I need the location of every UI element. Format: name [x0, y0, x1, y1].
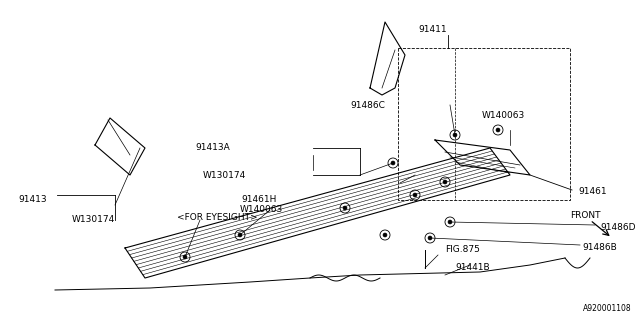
Circle shape — [391, 161, 395, 165]
Circle shape — [343, 206, 347, 210]
Text: 91486C: 91486C — [350, 100, 385, 109]
Text: W140063: W140063 — [240, 205, 284, 214]
Text: 91461H: 91461H — [242, 196, 277, 204]
Text: 91413: 91413 — [18, 196, 47, 204]
Text: FIG.875: FIG.875 — [445, 245, 480, 254]
Text: 91413A: 91413A — [195, 143, 230, 153]
Text: W140063: W140063 — [482, 110, 525, 119]
Text: W130174: W130174 — [72, 215, 115, 225]
Circle shape — [413, 193, 417, 197]
Text: W130174: W130174 — [203, 171, 246, 180]
Text: A920001108: A920001108 — [584, 304, 632, 313]
Circle shape — [496, 128, 500, 132]
Circle shape — [383, 233, 387, 237]
Text: 91461: 91461 — [578, 188, 607, 196]
Text: FRONT: FRONT — [570, 211, 600, 220]
Text: 91411: 91411 — [418, 26, 447, 35]
Circle shape — [238, 233, 242, 237]
Text: 91441B: 91441B — [455, 263, 490, 273]
Text: 91486B: 91486B — [582, 244, 617, 252]
Text: <FOR EYESIGHT>: <FOR EYESIGHT> — [177, 213, 258, 222]
Circle shape — [428, 236, 432, 240]
Circle shape — [183, 255, 187, 259]
Circle shape — [443, 180, 447, 184]
Circle shape — [448, 220, 452, 224]
Circle shape — [453, 133, 457, 137]
Text: 91486D: 91486D — [600, 223, 636, 233]
